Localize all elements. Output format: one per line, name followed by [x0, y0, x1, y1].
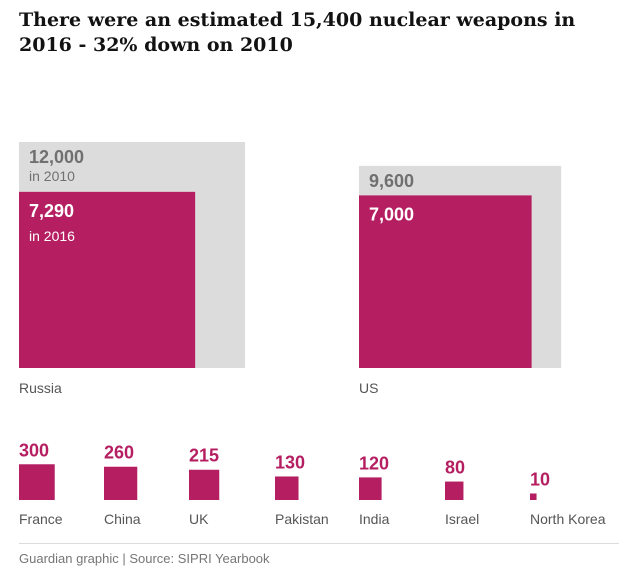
- year-label-2016: in 2016: [29, 228, 75, 244]
- category-label-china: China: [104, 511, 141, 527]
- category-label-uk: UK: [189, 511, 209, 527]
- category-label-north-korea: North Korea: [530, 511, 606, 527]
- value-label-2010-us: 9,600: [369, 171, 414, 191]
- category-label-russia: Russia: [19, 380, 62, 396]
- source-note: Guardian graphic | Source: SIPRI Yearboo…: [19, 551, 270, 566]
- bar-israel: [445, 481, 464, 500]
- category-label-pakistan: Pakistan: [275, 511, 329, 527]
- bar-pakistan: [275, 476, 299, 500]
- bar-north-korea: [530, 493, 537, 500]
- bar-uk: [189, 469, 220, 500]
- value-label-china: 260: [104, 443, 134, 463]
- category-label-israel: Israel: [445, 511, 479, 527]
- category-label-france: France: [19, 511, 63, 527]
- bar-2016-us: [359, 195, 532, 368]
- year-label-2010: in 2010: [29, 168, 75, 184]
- footer-divider: [19, 543, 619, 544]
- value-label-india: 120: [359, 453, 389, 473]
- bar-china: [104, 466, 138, 500]
- bar-2016-russia: [19, 191, 196, 368]
- chart-title: There were an estimated 15,400 nuclear w…: [19, 9, 576, 56]
- category-label-us: US: [359, 380, 378, 396]
- value-label-france: 300: [19, 440, 49, 460]
- value-label-uk: 215: [189, 446, 219, 466]
- value-label-2010-russia: 12,000: [29, 147, 84, 167]
- value-label-israel: 80: [445, 458, 465, 478]
- value-label-2016-us: 7,000: [369, 204, 414, 224]
- bar-france: [19, 464, 55, 500]
- value-label-pakistan: 130: [275, 452, 305, 472]
- value-label-2016-russia: 7,290: [29, 201, 74, 221]
- category-label-india: India: [359, 511, 390, 527]
- bar-india: [359, 477, 382, 500]
- value-label-north-korea: 10: [530, 469, 550, 489]
